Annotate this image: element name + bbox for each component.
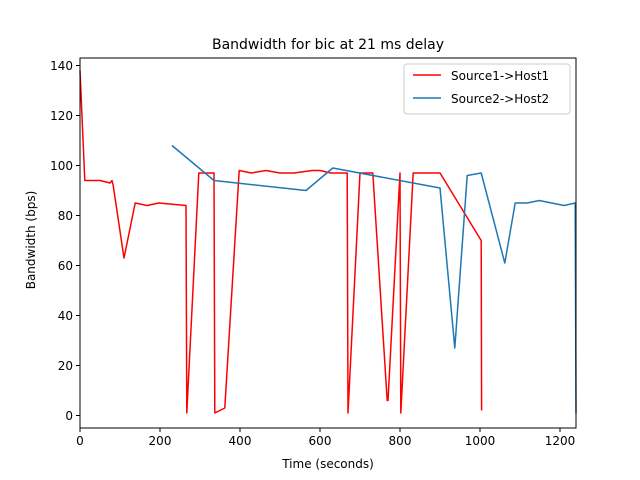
series-line-2 [171,144,577,414]
y-tick-label: 20 [58,359,73,373]
x-tick-label: 800 [389,434,412,448]
legend: Source1->Host1 Source2->Host2 [403,63,571,115]
x-tick-label: 600 [309,434,332,448]
legend-label-source2-host2: Source2->Host2 [451,92,549,106]
y-axis-ticks: 0 20 40 60 80 100 120 140 [50,59,80,423]
x-axis-ticks: 0 200 400 600 800 1000 1200 [76,428,575,448]
y-axis-label: Bandwidth (bps) [24,191,38,290]
y-tick-label: 0 [65,409,73,423]
y-tick-label: 40 [58,309,73,323]
series-line-1 [79,70,483,414]
plot-frame [79,57,577,429]
legend-box [403,63,571,115]
chart-title: Bandwidth for bic at 21 ms delay [212,37,444,53]
legend-label-source1-host1: Source1->Host1 [451,69,549,83]
y-tick-label: 140 [50,59,73,73]
y-tick-label: 100 [50,159,73,173]
x-tick-label: 0 [76,434,84,448]
y-tick-label: 80 [58,209,73,223]
x-tick-label: 1200 [545,434,576,448]
x-tick-label: 200 [149,434,172,448]
x-tick-label: 1000 [465,434,496,448]
x-axis-label: Time (seconds) [281,457,374,471]
y-tick-label: 60 [58,259,73,273]
y-tick-label: 120 [50,109,73,123]
plot-lines [79,70,577,414]
x-tick-label: 400 [229,434,252,448]
